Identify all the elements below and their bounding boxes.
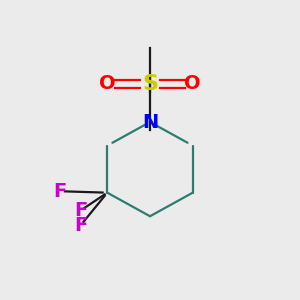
- Text: S: S: [142, 74, 158, 94]
- Text: N: N: [142, 112, 158, 131]
- Text: O: O: [184, 74, 201, 93]
- Text: O: O: [99, 74, 116, 93]
- Text: F: F: [54, 182, 67, 201]
- Text: F: F: [74, 201, 87, 220]
- Text: F: F: [74, 216, 87, 235]
